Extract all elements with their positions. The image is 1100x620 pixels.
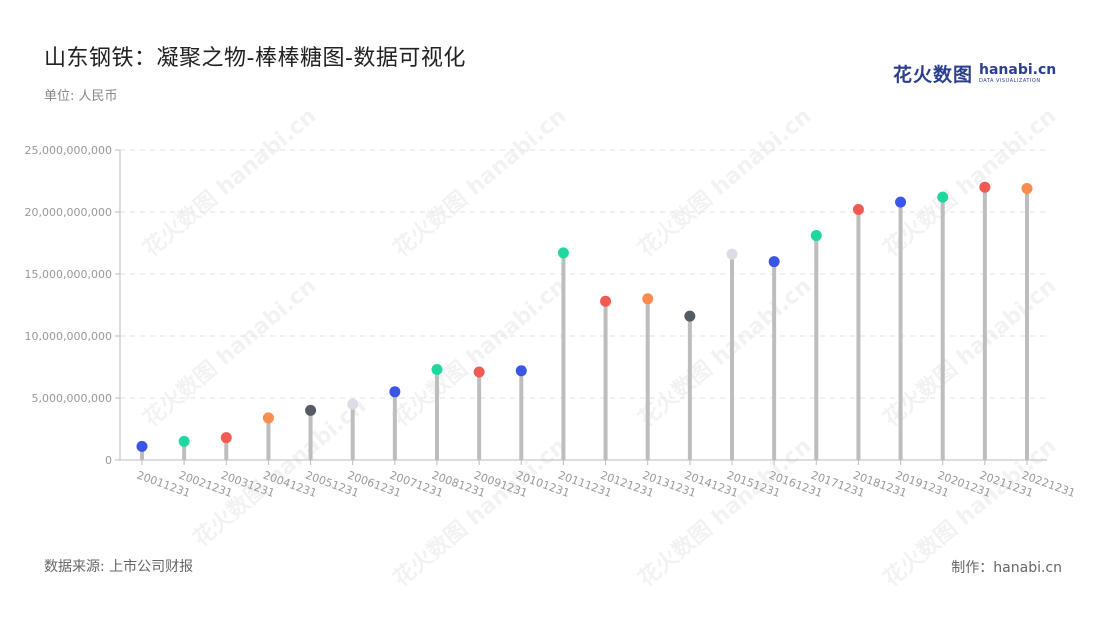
data-source: 数据来源: 上市公司财报: [44, 559, 194, 575]
lollipop-dot: [937, 191, 949, 203]
lollipop-dot: [726, 248, 738, 260]
y-axis: 0 5,000,000,000 10,000,000,000 15,000,000,0…: [25, 144, 121, 467]
y-unit-label: 单位: 人民币: [44, 89, 118, 104]
lollipop-dot: [220, 432, 232, 444]
lollipop-dot: [178, 435, 190, 447]
lollipop-dot: [1021, 182, 1033, 194]
x-axis: 2001123120021231200312312004123120051231…: [120, 459, 1077, 500]
logo-en-block: hanabi.cn DATA VISUALIZATION: [979, 62, 1057, 85]
lollipop-dot: [305, 404, 317, 416]
lollipop-dot: [600, 295, 612, 307]
y-tick-label: 5,000,000,000: [32, 392, 112, 405]
lollipop-dot: [515, 365, 527, 377]
credit-text: 制作：hanabi.cn: [951, 560, 1062, 576]
logo-cn-text: 花火数图: [893, 64, 974, 86]
lollipop-dot: [557, 247, 569, 259]
lollipop-dot: [979, 181, 991, 193]
y-tick-label: 20,000,000,000: [25, 206, 112, 219]
brand-logo: 花火数图 hanabi.cn DATA VISUALIZATION: [893, 60, 1056, 87]
lollipop-dot: [684, 310, 696, 322]
lollipop-marks: [136, 181, 1033, 460]
lollipop-dot: [389, 386, 401, 398]
lollipop-dot: [431, 363, 443, 375]
lollipop-dot: [768, 256, 780, 268]
lollipop-dot: [136, 440, 148, 452]
lollipop-dot: [852, 204, 864, 216]
y-tick-label: 15,000,000,000: [25, 268, 112, 281]
chart-title: 山东钢铁：凝聚之物-棒棒糖图-数据可视化: [44, 46, 466, 71]
y-tick-label: 0: [105, 454, 112, 467]
lollipop-dot: [347, 398, 359, 410]
lollipop-dot: [642, 293, 654, 305]
y-tick-label: 25,000,000,000: [25, 144, 112, 157]
lollipop-dot: [473, 366, 485, 378]
logo-en-text: hanabi.cn: [979, 62, 1057, 78]
y-tick-label: 10,000,000,000: [25, 330, 112, 343]
grid-lines: [120, 149, 1047, 399]
lollipop-dot: [895, 196, 907, 208]
logo-sub-text: DATA VISUALIZATION: [979, 78, 1041, 84]
lollipop-dot: [262, 412, 274, 424]
lollipop-dot: [810, 230, 822, 242]
